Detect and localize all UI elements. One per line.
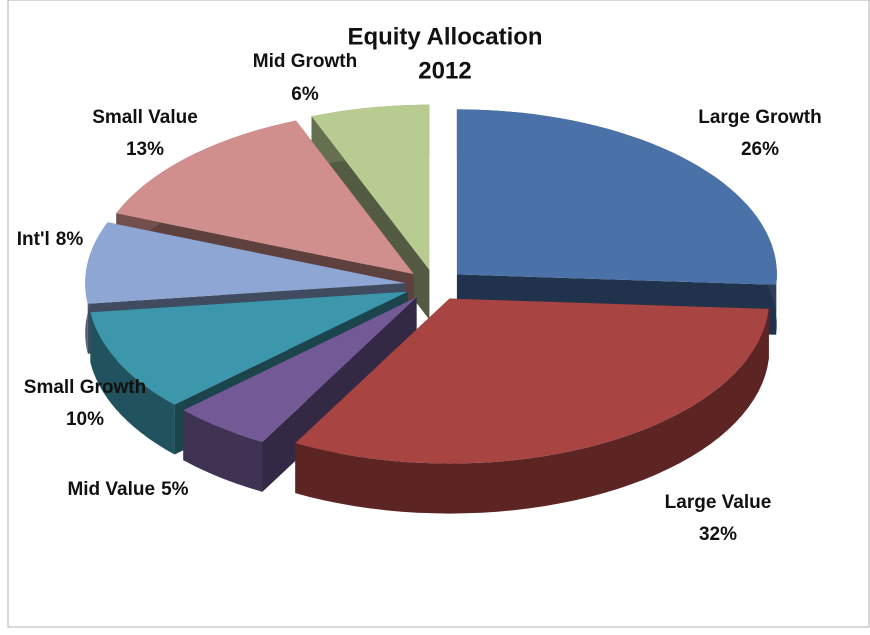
slice	[85, 222, 406, 304]
value-label: 26%	[741, 139, 779, 160]
category-label: Mid Value	[67, 479, 155, 500]
slice	[456, 109, 777, 285]
category-label: Large Value	[665, 492, 772, 513]
category-label: Large Growth	[698, 107, 822, 128]
chart-subtitle: 2012	[418, 57, 471, 84]
data-label: Int'l 8%	[17, 229, 84, 250]
value-label: 6%	[291, 84, 319, 105]
slice-wall	[183, 410, 263, 492]
chart-title: Equity Allocation	[347, 23, 542, 50]
category-label: Int'l	[17, 229, 50, 250]
slice	[183, 297, 417, 442]
value-label: 10%	[66, 409, 104, 430]
slice	[295, 298, 769, 464]
value-label: 13%	[126, 139, 164, 160]
data-label: Mid Value 5%	[67, 479, 188, 500]
category-label: Small Value	[92, 107, 198, 128]
slice-wall	[295, 308, 769, 514]
category-label: Mid Growth	[253, 51, 357, 72]
value-label: 32%	[699, 524, 737, 545]
slice	[90, 291, 408, 405]
value-label: 8%	[56, 229, 84, 250]
slice-wall	[90, 312, 175, 455]
value-label: 5%	[161, 479, 189, 500]
slice	[311, 104, 430, 270]
slice	[116, 120, 414, 275]
category-label: Small Growth	[24, 377, 146, 398]
